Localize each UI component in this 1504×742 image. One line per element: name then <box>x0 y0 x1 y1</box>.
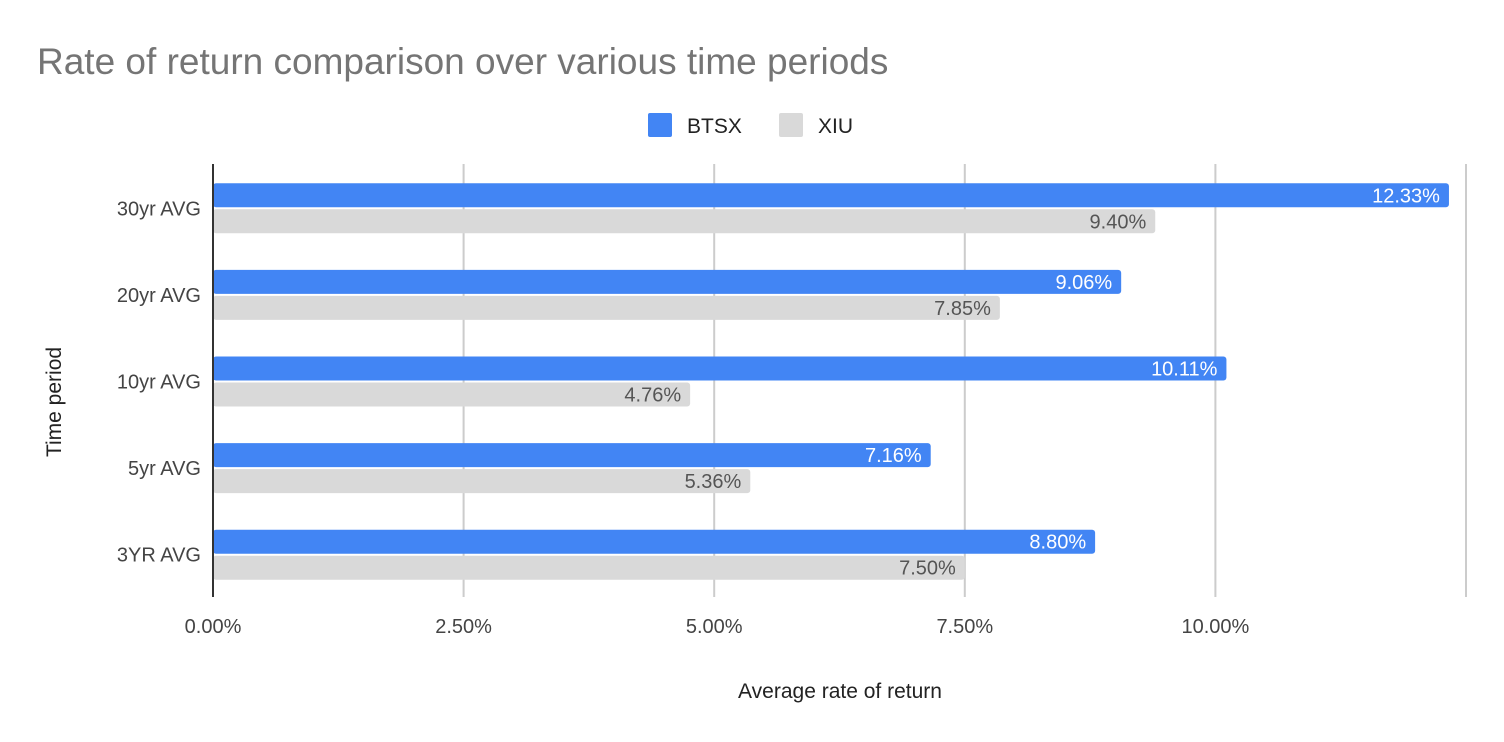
legend-label-btsx: BTSX <box>687 115 742 138</box>
x-tick-label: 10.00% <box>1181 616 1249 638</box>
bar-xiu <box>213 469 751 494</box>
x-tick-labels: 0.00% 2.50% 5.00% 7.50% 10.00% <box>185 616 1250 638</box>
x-tick-label: 7.50% <box>936 616 993 638</box>
y-tick-label: 20yr AVG <box>117 285 201 307</box>
data-label-xiu: 5.36% <box>685 471 742 493</box>
legend-label-xiu: XIU <box>818 115 853 138</box>
y-tick-label: 10yr AVG <box>117 372 201 394</box>
bar-btsx <box>213 443 931 468</box>
x-tick-label: 5.00% <box>686 616 743 638</box>
x-tick-label: 2.50% <box>435 616 492 638</box>
bar-xiu <box>213 209 1156 234</box>
legend: BTSX XIU <box>648 113 853 138</box>
bar-btsx <box>213 269 1122 294</box>
value-labels: 12.33% 9.40% 9.06% 7.85% 10.11% 4.76% 7.16% 5.3… <box>624 185 1440 579</box>
data-label-xiu: 7.85% <box>934 298 991 320</box>
bar-xiu <box>213 295 1000 320</box>
x-tick-label: 0.00% <box>185 616 242 638</box>
y-tick-label: 30yr AVG <box>117 198 201 220</box>
chart-title: Rate of return comparison over various t… <box>37 41 888 82</box>
bar-btsx <box>213 183 1449 208</box>
bar-btsx <box>213 356 1227 381</box>
y-tick-label: 5yr AVG <box>128 458 201 480</box>
y-tick-label: 3YR AVG <box>117 545 201 567</box>
data-label-btsx: 9.06% <box>1055 272 1112 294</box>
data-label-btsx: 10.11% <box>1151 359 1218 381</box>
bar-xiu <box>213 555 965 580</box>
data-label-btsx: 8.80% <box>1029 532 1086 554</box>
data-label-xiu: 9.40% <box>1090 211 1147 233</box>
y-tick-labels: 30yr AVG 20yr AVG 10yr AVG 5yr AVG 3YR AVG <box>117 198 201 566</box>
x-axis-title: Average rate of return <box>738 680 942 703</box>
y-axis-title: Time period <box>43 347 66 457</box>
data-label-btsx: 12.33% <box>1372 185 1440 207</box>
data-label-xiu: 4.76% <box>624 385 681 407</box>
bars <box>213 183 1449 580</box>
data-label-xiu: 7.50% <box>899 558 956 580</box>
legend-swatch-xiu <box>779 113 803 137</box>
bar-btsx <box>213 529 1096 554</box>
data-label-btsx: 7.16% <box>865 445 922 467</box>
legend-swatch-btsx <box>648 113 672 137</box>
bar-xiu <box>213 382 691 407</box>
